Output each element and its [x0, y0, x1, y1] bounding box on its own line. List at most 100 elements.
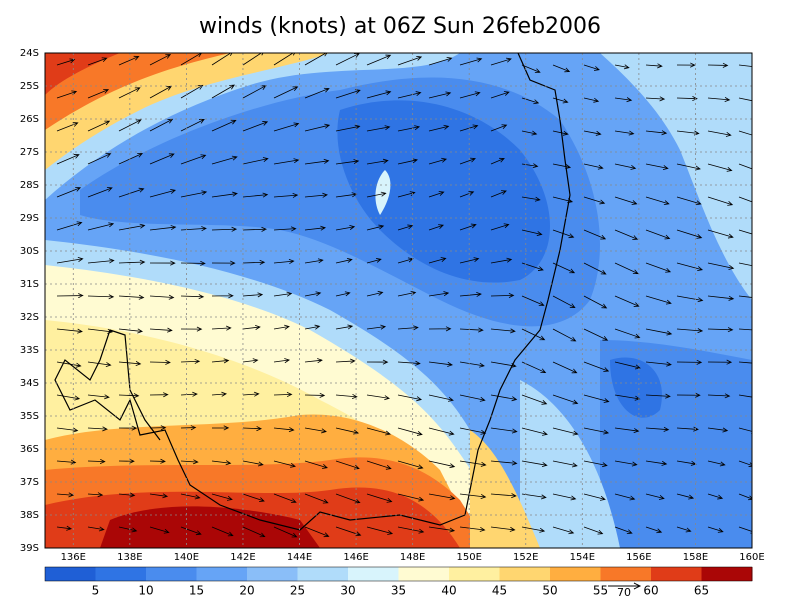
axis-labels: 24S 25S 26S 27S 28S 29S 30S 31S 32S 33S 34S 35S 36S 3…: [20, 48, 765, 563]
wind-arrow: [118, 425, 138, 431]
wind-field: [45, 53, 752, 548]
wind-arrow: [428, 460, 456, 469]
wind-arrow: [614, 394, 641, 401]
wind-arrow: [645, 295, 672, 305]
colorbar-label: 25: [290, 584, 305, 598]
wind-arrow: [490, 328, 516, 334]
wind-arrow: [738, 526, 752, 534]
wind-arrow: [335, 358, 356, 364]
colorbar-label: 5: [92, 584, 100, 598]
wind-arrow: [676, 196, 702, 206]
lat-label: 37S: [20, 477, 39, 488]
lat-label: 31S: [20, 279, 39, 290]
wind-arrow: [738, 196, 752, 203]
colorbar-box: [95, 567, 147, 581]
wind-arrow: [676, 229, 703, 239]
wind-arrow: [552, 526, 575, 535]
wind-arrow: [149, 153, 175, 165]
colorbar-box: [499, 567, 551, 581]
wind-arrow: [87, 120, 111, 132]
wind-arrow: [707, 460, 726, 467]
wind-arrow: [149, 188, 177, 198]
wind-arrow: [366, 460, 392, 470]
wind-arrow: [614, 196, 638, 205]
wind-arrow: [304, 358, 323, 364]
wind-arrow: [149, 327, 173, 333]
wind-arrow: [707, 295, 735, 301]
wind-arrow: [211, 84, 236, 99]
wind-arrow: [180, 391, 198, 397]
wind-arrow: [428, 157, 448, 165]
wind-arrow: [118, 458, 135, 464]
wind-arrow: [211, 155, 238, 165]
wind-arrow: [490, 190, 507, 198]
wind-arrow: [87, 187, 113, 198]
wind-arrow: [211, 260, 236, 266]
colorbar-box: [247, 567, 298, 581]
wind-arrow: [707, 130, 732, 137]
colorbar-box: [701, 567, 753, 581]
lat-label: 25S: [20, 81, 39, 92]
wind-arrow: [366, 125, 391, 132]
wind-arrow: [552, 262, 576, 274]
wind-arrow: [738, 493, 752, 501]
wind-arrow: [273, 324, 290, 330]
colorbar: 5 10 15 20 25 30 35 40 45 50 55 60 65: [44, 566, 753, 598]
wind-arrow: [614, 361, 641, 370]
wind-arrow: [645, 229, 671, 240]
wind-arrow: [335, 159, 360, 165]
wind-arrow: [676, 96, 698, 102]
colorbar-label: 10: [138, 584, 153, 598]
lat-label: 29S: [20, 213, 39, 224]
lon-label: 146E: [343, 552, 368, 563]
wind-arrow: [304, 392, 326, 398]
wind-arrow: [87, 153, 112, 165]
wind-arrow: [366, 427, 391, 436]
wind-arrow: [118, 393, 140, 399]
colorbar-label: 45: [492, 584, 507, 598]
wind-arrow: [397, 360, 421, 366]
lon-label: 140E: [174, 552, 199, 563]
wind-arrow: [242, 358, 259, 364]
wind-arrow: [366, 394, 390, 401]
wind-arrow: [87, 57, 108, 66]
wind-arrow: [366, 257, 382, 264]
wind-arrow: [428, 57, 453, 66]
wind-arrow: [56, 186, 82, 198]
wind-arrow: [180, 425, 197, 431]
wind-arrow: [583, 427, 610, 435]
wind-arrow: [521, 460, 548, 468]
wind-arrow: [552, 97, 569, 104]
wind-arrow: [211, 119, 237, 132]
wind-arrow: [211, 391, 227, 397]
wind-arrow: [490, 124, 508, 132]
wind-arrow: [87, 361, 112, 368]
wind-arrow: [521, 97, 540, 105]
wind-arrow: [180, 260, 206, 266]
lon-label: 152E: [513, 552, 538, 563]
wind-arrow: [118, 223, 146, 231]
wind-arrow: [273, 259, 295, 265]
wind-arrow: [645, 460, 668, 466]
wind-arrow: [738, 229, 752, 235]
wind-vectors: [56, 53, 752, 538]
wind-arrow: [552, 295, 576, 308]
wind-arrow: [614, 262, 639, 275]
wind-arrow: [676, 493, 695, 500]
wind-arrow: [645, 526, 663, 534]
wind-arrow: [552, 328, 577, 342]
reference-arrowhead: [633, 582, 642, 590]
wind-arrow: [490, 157, 505, 165]
wind-arrow: [397, 394, 423, 402]
colorbar-box: [196, 567, 248, 581]
wind-arrow: [459, 157, 476, 165]
wind-arrow: [707, 493, 724, 500]
lat-label: 36S: [20, 444, 39, 455]
wind-arrow: [707, 393, 731, 399]
wind-arrow: [428, 326, 452, 332]
colorbar-label: 20: [239, 584, 254, 598]
wind-arrow: [583, 493, 606, 501]
wind-arrow: [397, 427, 423, 436]
wind-arrow: [676, 392, 701, 398]
